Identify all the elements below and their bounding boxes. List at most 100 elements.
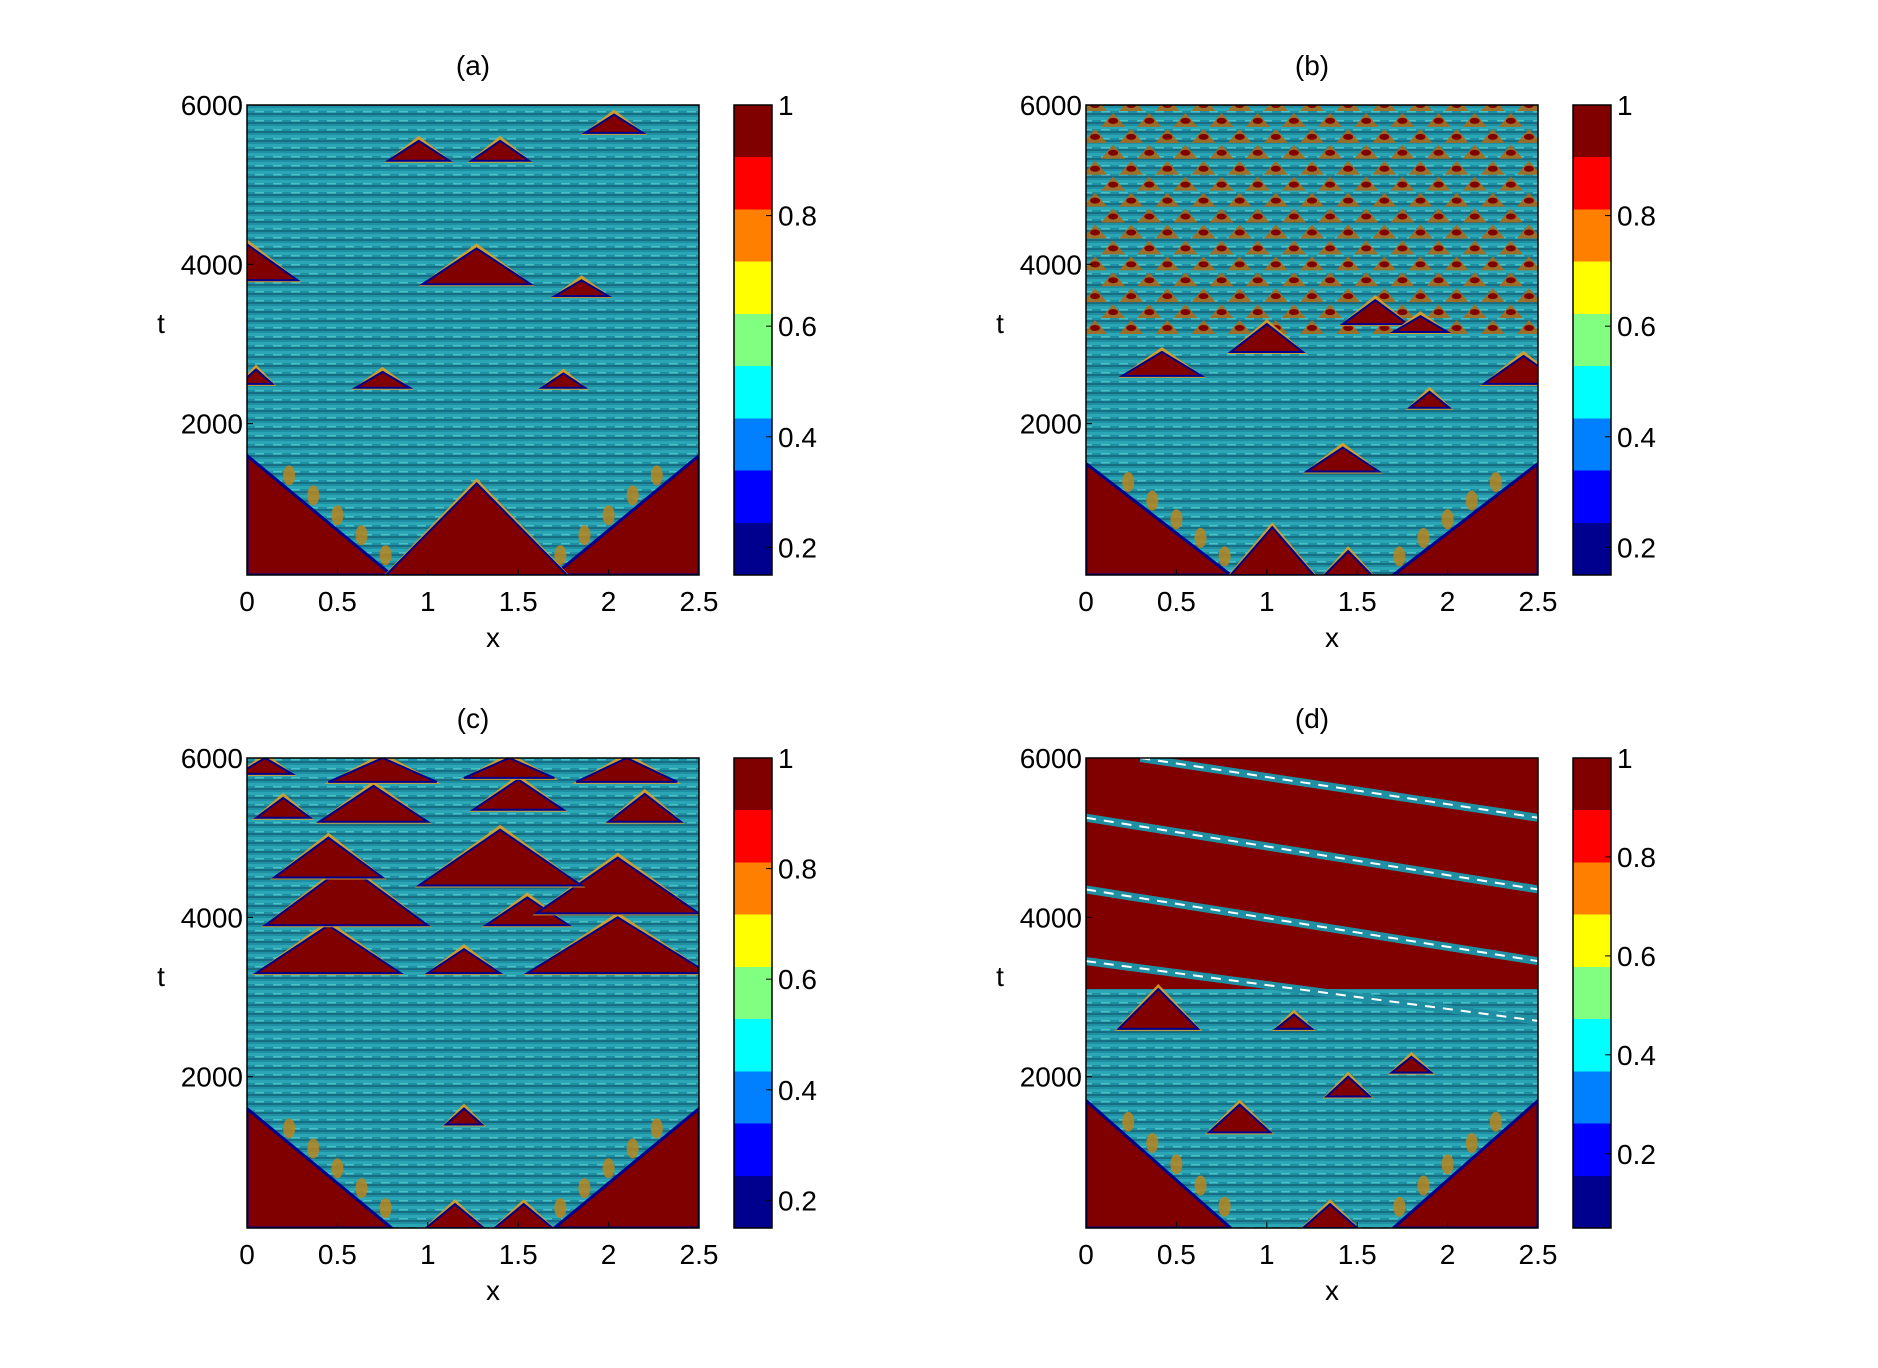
lattice-spot-core xyxy=(1144,181,1155,188)
lattice-spot-core xyxy=(1198,165,1209,172)
lattice-spot-core xyxy=(1505,117,1516,124)
lattice-spot-core xyxy=(1415,197,1426,204)
colorbar-tick-label: 0.2 xyxy=(778,1185,817,1216)
lattice-spot-core xyxy=(1162,197,1173,204)
red-domain xyxy=(463,758,555,779)
lattice-spot-core xyxy=(1397,213,1408,220)
lattice-spot-core xyxy=(1523,293,1534,300)
red-domain xyxy=(469,778,567,811)
red-domain xyxy=(1323,1075,1373,1098)
x-tick-label: 2 xyxy=(601,1239,617,1270)
front-spot xyxy=(1417,527,1430,548)
lattice-spot-core xyxy=(1126,133,1137,140)
lattice-spot-core xyxy=(1379,293,1390,300)
lattice-spot-core xyxy=(1288,277,1299,284)
lattice-spot-core xyxy=(1343,325,1354,332)
red-domain xyxy=(252,796,314,819)
front-left xyxy=(247,1106,394,1228)
lattice-spot-core xyxy=(1307,197,1317,204)
red-domain xyxy=(424,947,504,975)
front-spot xyxy=(1194,527,1207,548)
colorbar: 0.2 0.4 0.6 0.8 1 xyxy=(1572,743,1656,1229)
panel-title: (d) xyxy=(1295,703,1329,734)
red-domain xyxy=(575,758,678,783)
red-domain xyxy=(1206,1103,1274,1134)
colorbar-tick-label: 0.6 xyxy=(778,311,817,342)
front-spot xyxy=(626,1138,639,1159)
x-tick-label: 1.5 xyxy=(499,1239,538,1270)
y-tick-label: 4000 xyxy=(1020,249,1082,280)
lattice-spot-core xyxy=(1126,325,1137,332)
front-spot xyxy=(1170,1154,1183,1175)
lattice-spot-core xyxy=(1379,325,1390,332)
x-tick-label: 2 xyxy=(1440,586,1456,617)
x-axis-label: x xyxy=(1325,1275,1339,1306)
red-domain xyxy=(384,481,569,575)
lattice-spot-core xyxy=(1379,133,1390,140)
lattice-spot-core xyxy=(1487,293,1498,300)
lattice-spot-core xyxy=(1343,293,1354,300)
front-right xyxy=(552,453,699,575)
lattice-spot-core xyxy=(1451,229,1462,236)
colorbar-tick-label: 0.6 xyxy=(1617,311,1656,342)
diagonal-front-dash xyxy=(1140,758,1538,819)
lattice-spot-core xyxy=(1144,245,1155,252)
red-domain xyxy=(443,1107,485,1126)
front-spot xyxy=(1170,509,1183,530)
front-spot xyxy=(1122,472,1135,493)
lattice-spot-core xyxy=(1469,181,1480,188)
lattice-spot-core xyxy=(1216,117,1227,124)
colorbar-gradient xyxy=(1572,757,1612,1229)
colorbar: 0.2 0.4 0.6 0.8 1 xyxy=(733,90,817,576)
lattice-spot-core xyxy=(1108,309,1119,316)
lattice-spot-core xyxy=(1343,229,1354,236)
y-tick-label: 4000 xyxy=(181,249,243,280)
lattice-spot-core xyxy=(1180,309,1191,316)
lattice-spot-core xyxy=(1252,181,1263,188)
y-axis-label: t xyxy=(157,308,165,339)
front-spot xyxy=(379,1198,392,1219)
red-domain xyxy=(1303,446,1383,473)
front-spot xyxy=(283,1118,296,1139)
lattice-spot-core xyxy=(1307,165,1317,172)
front-spot xyxy=(650,465,663,486)
x-tick-label: 0 xyxy=(1078,586,1094,617)
lattice-spot-core xyxy=(1180,277,1191,284)
lattice-spot-core xyxy=(1523,229,1534,236)
front-spot xyxy=(283,465,296,486)
y-tick-label: 2000 xyxy=(1020,409,1082,440)
front-right xyxy=(1390,461,1538,575)
lattice-spot-core xyxy=(1288,309,1299,316)
x-tick-label: 1.5 xyxy=(499,586,538,617)
axes-frame xyxy=(1085,104,1539,576)
front-left xyxy=(1086,1098,1233,1228)
red-domain xyxy=(467,139,533,162)
colorbar-tick-label: 0.8 xyxy=(778,201,817,232)
lattice-spot-core xyxy=(1415,165,1426,172)
lattice-spot-core xyxy=(1379,165,1390,172)
red-domain xyxy=(1406,390,1453,409)
x-tick-label: 2.5 xyxy=(680,1239,719,1270)
lattice-spot-core xyxy=(1252,277,1263,284)
colorbar-tick-label: 1 xyxy=(1617,743,1633,774)
lattice-spot-core xyxy=(1162,293,1173,300)
lattice-spot-core xyxy=(1126,165,1137,172)
lattice-spot-core xyxy=(1144,117,1155,124)
lattice-spot-core xyxy=(1180,149,1191,156)
lattice-spot-core xyxy=(1180,213,1191,220)
lattice-spot-core xyxy=(1505,309,1516,316)
front-spot xyxy=(578,525,591,546)
y-tick-label: 2000 xyxy=(181,1062,243,1093)
front-spot xyxy=(602,1158,615,1179)
lattice-spot-core xyxy=(1469,117,1480,124)
lattice-spot-core xyxy=(1288,245,1299,252)
lattice-spot-core xyxy=(1234,133,1245,140)
lattice-spot-core xyxy=(1234,325,1245,332)
lattice-spot-core xyxy=(1523,165,1534,172)
lattice-spot-core xyxy=(1307,293,1317,300)
lattice-spot-core xyxy=(1397,309,1408,316)
lattice-spot-core xyxy=(1234,197,1245,204)
lattice-spot-core xyxy=(1325,309,1336,316)
colorbar-tick-label: 0.2 xyxy=(1617,532,1656,563)
